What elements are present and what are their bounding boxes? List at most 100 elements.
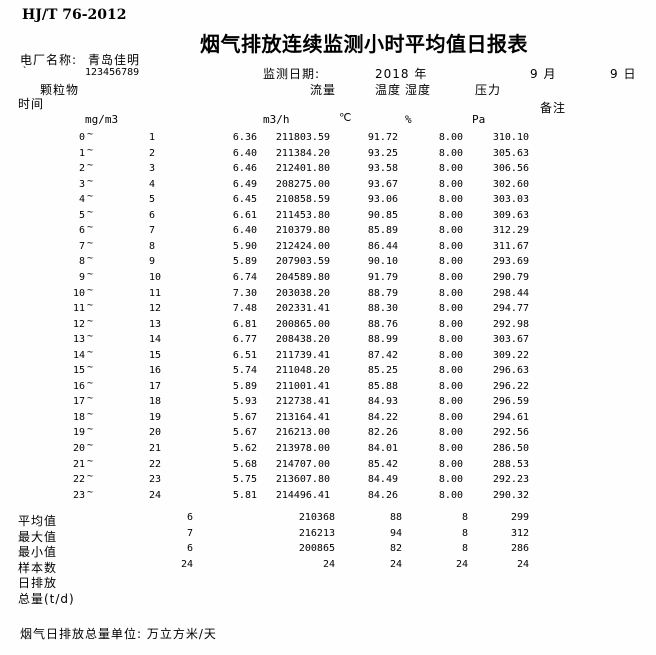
hour-end-cell: 24 [149, 489, 162, 501]
flow-cell: 208275.00 [275, 178, 330, 190]
hour-end-cell: 17 [149, 380, 162, 392]
humidity-cell: 8.00 [438, 194, 463, 206]
hour-end-cell: 6 [149, 209, 156, 221]
pressure-cell: 302.60 [492, 178, 529, 190]
column-header-time: 时间 [18, 97, 45, 111]
summary-row: 样本数 24 24 24 24 24 [0, 559, 656, 575]
humidity-cell: 8 [461, 527, 468, 539]
humidity-cell: 8.00 [438, 396, 463, 408]
flow-cell: 212738.41 [275, 396, 330, 408]
humidity-cell: 8.00 [438, 240, 463, 252]
pressure-cell: 24 [516, 558, 529, 570]
temp-cell: 94 [389, 527, 402, 539]
hour-end-cell: 11 [149, 287, 162, 299]
pm-cell: 6 [186, 512, 193, 523]
pm-cell: 6.40 [232, 147, 257, 159]
humidity-cell: 8.00 [438, 489, 463, 501]
flow-cell: 24 [322, 558, 335, 570]
hour-start-cell: 6 [78, 225, 85, 237]
pressure-cell: 286 [510, 543, 529, 555]
temp-cell: 84.01 [367, 443, 398, 454]
pressure-cell: 310.10 [492, 132, 529, 143]
pressure-cell: 309.22 [492, 349, 529, 361]
tilde-separator: ~ [87, 424, 94, 436]
humidity-cell: 8.00 [438, 427, 463, 439]
temp-cell: 88.76 [367, 318, 398, 330]
pressure-cell: 296.63 [492, 365, 529, 377]
table-row: 22 23 5.75 213607.80 84.49 8.00 292.23 ~ [0, 471, 656, 490]
flow-cell: 203038.20 [275, 287, 330, 299]
temp-cell: 93.67 [367, 178, 398, 190]
unit-pressure: Pa [472, 113, 486, 126]
hour-start-cell: 15 [72, 365, 85, 377]
humidity-cell: 8.00 [438, 318, 463, 330]
pressure-cell: 292.23 [492, 474, 529, 486]
hour-start-cell: 8 [78, 256, 85, 268]
tilde-separator: ~ [87, 237, 94, 249]
hour-start-cell: 10 [72, 287, 85, 299]
tilde-separator: ~ [87, 346, 94, 358]
temp-cell: 82.26 [367, 427, 398, 439]
pm-cell: 5.67 [232, 427, 257, 439]
humidity-cell: 8 [461, 543, 468, 555]
hour-start-cell: 5 [78, 209, 85, 221]
flow-cell: 216213 [298, 527, 335, 539]
table-row: 20 21 5.62 213978.00 84.01 8.00 286.50 ~ [0, 440, 656, 459]
date-day: 9 日 [610, 67, 637, 81]
temp-cell: 93.25 [367, 147, 398, 159]
table-row: 0 1 6.36 211803.59 91.72 8.00 310.10 ~ [0, 129, 656, 148]
humidity-cell: 8.00 [438, 132, 463, 143]
temp-cell: 88 [389, 512, 402, 523]
temp-cell: 88.79 [367, 287, 398, 299]
pressure-cell: 292.98 [492, 318, 529, 330]
tilde-separator: ~ [87, 362, 94, 374]
temp-cell: 84.49 [367, 474, 398, 486]
pm-cell: 6.36 [232, 132, 257, 143]
hour-start-cell: 20 [72, 443, 85, 454]
table-row: 21 22 5.68 214707.00 85.42 8.00 288.53 ~ [0, 456, 656, 475]
column-header-temp: 温度 [375, 83, 402, 97]
temp-cell: 87.42 [367, 349, 398, 361]
temp-cell: 84.22 [367, 411, 398, 423]
tilde-separator: ~ [87, 377, 94, 389]
tilde-separator: ~ [87, 331, 94, 343]
pressure-cell: 303.67 [492, 334, 529, 346]
tilde-separator: ~ [87, 191, 94, 203]
summary-label: 平均值 [18, 514, 58, 528]
tilde-separator: ~ [87, 408, 94, 420]
temp-cell: 93.58 [367, 163, 398, 175]
humidity-cell: 8.00 [438, 256, 463, 268]
temp-cell: 90.85 [367, 209, 398, 221]
flow-cell: 208438.20 [275, 334, 330, 346]
humidity-cell: 8.00 [438, 349, 463, 361]
column-header-humidity: 湿度 [405, 83, 432, 97]
pm-cell: 6.81 [232, 318, 257, 330]
pm-cell: 5.68 [232, 458, 257, 470]
table-row: 17 18 5.93 212738.41 84.93 8.00 296.59 ~ [0, 393, 656, 412]
flow-cell: 211001.41 [275, 380, 330, 392]
temp-cell: 82 [389, 543, 402, 555]
temp-cell: 85.89 [367, 225, 398, 237]
pm-cell: 5.89 [232, 256, 257, 268]
hour-end-cell: 3 [149, 163, 156, 175]
humidity-cell: 8.00 [438, 334, 463, 346]
humidity-cell: 8.00 [438, 380, 463, 392]
hour-start-cell: 21 [72, 458, 85, 470]
summary-row: 日排放 [0, 574, 656, 590]
hour-end-cell: 16 [149, 365, 162, 377]
pm-cell: 5.67 [232, 411, 257, 423]
pm-cell: 6.49 [232, 178, 257, 190]
pressure-cell: 306.56 [492, 163, 529, 175]
temp-cell: 86.44 [367, 240, 398, 252]
pressure-cell: 296.22 [492, 380, 529, 392]
humidity-cell: 8.00 [438, 443, 463, 454]
pressure-cell: 290.79 [492, 271, 529, 283]
hour-end-cell: 14 [149, 334, 162, 346]
pressure-cell: 294.77 [492, 303, 529, 315]
pm-cell: 6 [186, 543, 193, 555]
tilde-separator: ~ [87, 175, 94, 187]
unit-pm: mg/m3 [85, 113, 119, 126]
flow-cell: 200865 [298, 543, 335, 555]
hour-end-cell: 15 [149, 349, 162, 361]
pressure-cell: 309.63 [492, 209, 529, 221]
